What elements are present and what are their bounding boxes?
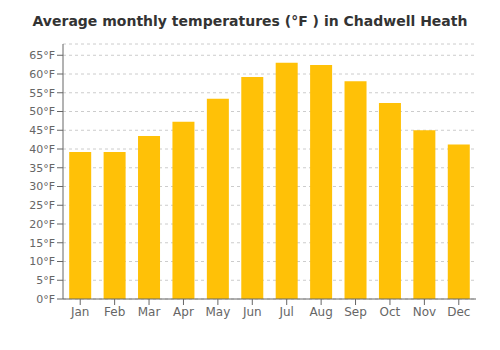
svg-text:Oct: Oct (380, 305, 401, 319)
svg-text:Mar: Mar (138, 305, 161, 319)
svg-text:10°F: 10°F (29, 255, 55, 268)
svg-text:Aug: Aug (309, 305, 332, 319)
svg-text:0°F: 0°F (36, 293, 55, 306)
html-text:Average monthly temperatures (: Average monthly temperatures (°F ) in Ch… (32, 13, 468, 29)
svg-text:20°F: 20°F (29, 218, 55, 231)
svg-text:Feb: Feb (104, 305, 125, 319)
svg-text:Nov: Nov (413, 305, 436, 319)
svg-text:45°F: 45°F (29, 124, 55, 137)
svg-text:65°F: 65°F (29, 49, 55, 62)
svg-text:25°F: 25°F (29, 199, 55, 212)
svg-text:60°F: 60°F (29, 68, 55, 81)
svg-text:Jan: Jan (70, 305, 90, 319)
svg-text:35°F: 35°F (29, 162, 55, 175)
svg-text:May: May (205, 305, 230, 319)
svg-text:40°F: 40°F (29, 143, 55, 156)
svg-text:Jul: Jul (278, 305, 293, 319)
svg-text:50°F: 50°F (29, 105, 55, 118)
svg-text:Sep: Sep (344, 305, 367, 319)
svg-text:Apr: Apr (173, 305, 194, 319)
svg-text:Jun: Jun (242, 305, 262, 319)
svg-text:30°F: 30°F (29, 180, 55, 193)
svg-text:Dec: Dec (447, 305, 470, 319)
svg-text:15°F: 15°F (29, 237, 55, 250)
svg-text:55°F: 55°F (29, 87, 55, 100)
svg-text:5°F: 5°F (36, 274, 55, 287)
